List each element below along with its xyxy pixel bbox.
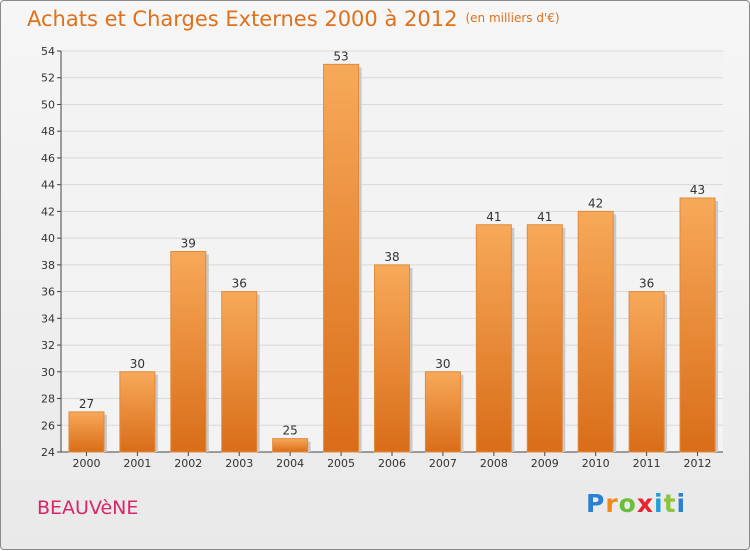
y-tick-label: 26 — [41, 419, 55, 432]
y-tick-label: 30 — [41, 366, 55, 379]
logo-letter: i — [654, 489, 664, 518]
x-tick-label: 2002 — [174, 457, 202, 470]
bar — [272, 438, 309, 453]
x-tick-label: 2010 — [582, 457, 610, 470]
bar-value-label: 30 — [130, 357, 145, 371]
y-tick-label: 24 — [41, 446, 55, 459]
logo-letter: t — [663, 489, 677, 518]
y-tick-label: 34 — [41, 312, 55, 325]
bar-value-label: 27 — [79, 397, 94, 411]
x-tick-label: 2012 — [684, 457, 712, 470]
bar — [424, 371, 461, 453]
bar — [170, 251, 207, 453]
bar — [679, 197, 716, 453]
bar-value-label: 30 — [435, 357, 450, 371]
x-tick-label: 2008 — [480, 457, 508, 470]
bar-value-label: 39 — [181, 237, 196, 251]
x-tick-label: 2000 — [72, 457, 100, 470]
y-tick-label: 46 — [41, 152, 55, 165]
bar-value-label: 41 — [537, 210, 552, 224]
bar — [68, 411, 105, 453]
y-tick-label: 32 — [41, 339, 55, 352]
bar — [374, 264, 410, 453]
x-tick-label: 2006 — [378, 457, 406, 470]
y-tick-label: 36 — [41, 286, 55, 299]
chart-title-text: Achats et Charges Externes 2000 à 2012 — [27, 7, 458, 31]
bar-value-label: 25 — [283, 424, 298, 438]
x-tick-label: 2003 — [225, 457, 253, 470]
y-tick-label: 50 — [41, 98, 55, 111]
bar-value-label: 38 — [384, 250, 399, 264]
logo-letter: x — [636, 489, 654, 518]
y-tick-label: 42 — [41, 205, 55, 218]
y-tick-label: 28 — [41, 393, 55, 406]
logo-letter: i — [676, 489, 687, 518]
y-tick-label: 40 — [41, 232, 55, 245]
y-tick-label: 44 — [41, 179, 55, 192]
y-tick-label: 48 — [41, 125, 55, 138]
proxiti-logo: Proxiti — [586, 489, 686, 518]
logo-letter: P — [586, 489, 606, 518]
logo-letter: o — [618, 489, 637, 518]
bar — [577, 210, 614, 453]
bar — [119, 371, 156, 453]
chart-subtitle: (en milliers d'€) — [465, 11, 560, 25]
chart-title: Achats et Charges Externes 2000 à 2012 (e… — [27, 7, 560, 31]
x-tick-label: 2007 — [429, 457, 457, 470]
x-tick-label: 2004 — [276, 457, 304, 470]
bar-value-label: 43 — [690, 183, 705, 197]
bar — [628, 291, 665, 453]
y-tick-label: 54 — [41, 45, 55, 58]
logo-letter: r — [605, 489, 619, 518]
y-tick-label: 52 — [41, 72, 55, 85]
x-tick-label: 2011 — [633, 457, 661, 470]
y-tick-label: 38 — [41, 259, 55, 272]
bar — [323, 63, 360, 453]
bar-value-label: 42 — [588, 196, 603, 210]
bar-value-label: 36 — [639, 277, 654, 291]
bar-value-label: 53 — [333, 49, 348, 63]
bar-value-label: 41 — [486, 210, 501, 224]
x-tick-label: 2001 — [123, 457, 151, 470]
x-tick-label: 2009 — [531, 457, 559, 470]
bar-value-label: 36 — [232, 277, 247, 291]
town-name: BEAUVèNE — [37, 497, 139, 519]
bar — [221, 291, 258, 453]
bar — [526, 224, 563, 453]
x-tick-label: 2005 — [327, 457, 355, 470]
bar — [475, 224, 512, 453]
